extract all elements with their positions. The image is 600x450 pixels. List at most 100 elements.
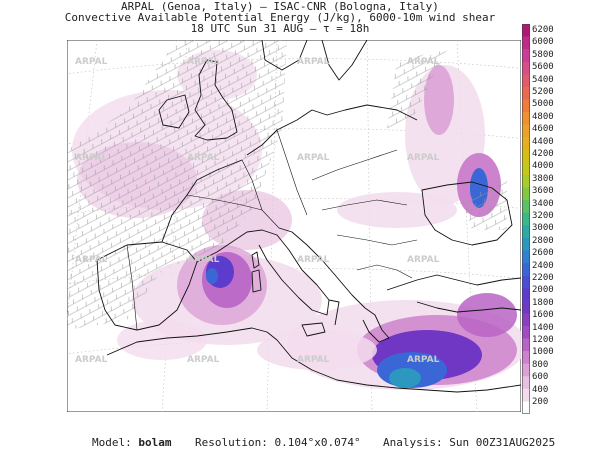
colorbar-tick-label: 3800 <box>532 173 554 184</box>
turkey-coast <box>416 274 521 313</box>
colorbar-tick-label: 1400 <box>532 322 554 333</box>
colorbar-swatch <box>522 225 530 239</box>
colorbar-tick-label: 3600 <box>532 186 554 197</box>
colorbar-swatch <box>522 401 530 414</box>
great-britain-coast <box>194 59 238 141</box>
colorbar-swatch <box>522 288 530 302</box>
colorbar-swatch <box>522 187 530 201</box>
watermark-text: ARPAL <box>407 57 440 67</box>
colorbar-tick-label: 1600 <box>532 310 554 321</box>
colorbar-swatch <box>522 49 530 63</box>
watermark-text: ARPAL <box>407 355 440 365</box>
colorbar-tick-label: 600 <box>532 372 549 383</box>
colorbar-tick-label: 1000 <box>532 347 554 358</box>
colorbar-swatch <box>522 137 530 151</box>
sicily <box>301 322 326 337</box>
borders <box>126 129 418 331</box>
colorbar-tick-label: 4800 <box>532 111 554 122</box>
watermark-text: ARPAL <box>187 355 220 365</box>
france-coast <box>161 159 248 263</box>
footer-resolution: Resolution: 0.104°x0.074° <box>195 436 361 449</box>
colorbar-swatch <box>522 250 530 264</box>
colorbar-frame <box>522 24 530 414</box>
colorbar-swatch <box>522 174 530 188</box>
colorbar-swatch <box>522 112 530 125</box>
colorbar-tick-label: 6200 <box>532 25 554 35</box>
colorbar-tick-label: 3000 <box>532 223 554 234</box>
italy-coast <box>246 229 340 326</box>
watermark-text: ARPAL <box>75 355 108 365</box>
colorbar-swatch <box>522 149 530 163</box>
colorbar-tick-label: 5800 <box>532 49 554 60</box>
watermarks: ARPAL ARPAL ARPAL ARPAL ARPAL ARPAL ARPA… <box>75 57 440 365</box>
model-value: bolam <box>138 436 172 449</box>
colorbar-tick-label: 4400 <box>532 136 554 147</box>
colorbar-swatch <box>522 61 530 75</box>
scandinavia-coast <box>261 40 368 81</box>
colorbar-swatch <box>522 74 530 88</box>
colorbar-swatch <box>522 124 530 138</box>
colorbar-tick-label: 2400 <box>532 260 554 271</box>
wind-shear-barbs <box>67 40 507 330</box>
colorbar-swatch <box>522 325 530 339</box>
colorbar-tick-label: 200 <box>532 397 549 407</box>
colorbar-tick-label: 6000 <box>532 37 554 48</box>
colorbar <box>522 24 530 414</box>
colorbar-tick-label: 4200 <box>532 149 554 159</box>
header-title-line3: 18 UTC Sun 31 AUG – τ = 18h <box>190 22 370 35</box>
colorbar-swatch <box>522 263 530 276</box>
colorbar-swatch <box>522 338 530 352</box>
colorbar-tick-label: 800 <box>532 359 549 370</box>
colorbar-swatch <box>522 200 530 214</box>
model-label: Model: <box>92 436 132 449</box>
colorbar-tick-label: 1200 <box>532 335 554 345</box>
watermark-text: ARPAL <box>297 355 330 365</box>
colorbar-tick-label: 5200 <box>532 87 554 97</box>
colorbar-tick-label: 2200 <box>532 273 554 283</box>
colorbar-tick-label: 400 <box>532 384 549 395</box>
watermark-text: ARPAL <box>75 57 108 67</box>
colorbar-tick-label: 3400 <box>532 198 554 209</box>
colorbar-swatch <box>522 351 530 364</box>
corsica-sardinia <box>251 251 262 293</box>
watermark-text: ARPAL <box>297 255 330 265</box>
colorbar-tick-label: 4000 <box>532 161 554 172</box>
colorbar-tick-label: 5000 <box>532 99 554 110</box>
colorbar-swatch <box>522 313 530 327</box>
coastlines <box>96 40 521 393</box>
watermark-text: ARPAL <box>75 153 108 163</box>
africa-coast <box>106 327 521 393</box>
colorbar-tick-label: 2000 <box>532 285 554 296</box>
footer-model: Model: bolam <box>92 437 172 448</box>
colorbar-swatch <box>522 275 530 289</box>
header-title-line1: ARPAL (Genoa, Italy) – ISAC-CNR (Bologna… <box>121 0 439 13</box>
weather-map: ARPAL ARPAL ARPAL ARPAL ARPAL ARPAL ARPA… <box>67 40 521 412</box>
header-title-line2: Convective Available Potential Energy (J… <box>64 11 496 24</box>
colorbar-swatch <box>522 24 530 37</box>
watermark-text: ARPAL <box>407 153 440 163</box>
ireland-coast <box>158 94 190 129</box>
colorbar-swatch <box>522 388 530 402</box>
continent-north-coast <box>246 104 418 156</box>
black-sea-coast <box>421 181 513 246</box>
colorbar-swatch <box>522 363 530 377</box>
colorbar-swatch <box>522 162 530 176</box>
colorbar-tick-label: 3200 <box>532 211 554 221</box>
colorbar-swatch <box>522 376 530 390</box>
colorbar-tick-label: 5600 <box>532 62 554 73</box>
watermark-text: ARPAL <box>187 255 220 265</box>
watermark-text: ARPAL <box>187 153 220 163</box>
colorbar-tick-label: 5400 <box>532 74 554 85</box>
colorbar-swatch <box>522 300 530 314</box>
colorbar-tick-label: 2600 <box>532 248 554 259</box>
colorbar-swatch <box>522 36 530 50</box>
watermark-text: ARPAL <box>187 57 220 67</box>
footer-analysis: Analysis: Sun 00Z31AUG2025 <box>383 436 556 449</box>
colorbar-swatch <box>522 99 530 113</box>
watermark-text: ARPAL <box>297 153 330 163</box>
colorbar-swatch <box>522 237 530 251</box>
watermark-text: ARPAL <box>75 255 108 265</box>
adriatic-east-coast <box>278 227 366 309</box>
colorbar-tick-label: 2800 <box>532 235 554 246</box>
colorbar-tick-label: 1800 <box>532 297 554 308</box>
